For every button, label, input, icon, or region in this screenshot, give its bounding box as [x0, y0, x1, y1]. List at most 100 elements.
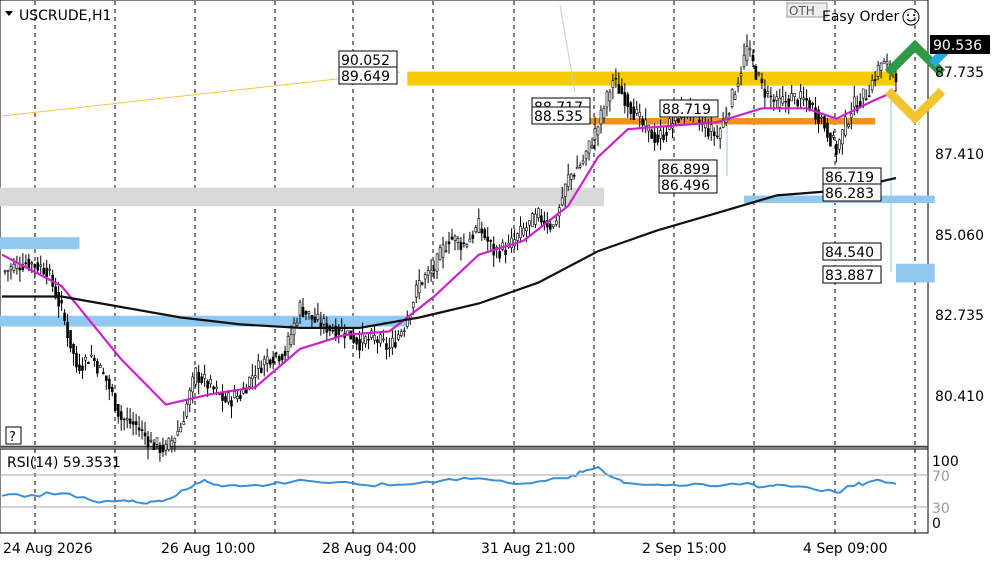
level-label-86899: 86.899	[658, 159, 718, 178]
candle-body	[221, 393, 224, 401]
level-value: 86.719	[825, 170, 874, 186]
candle-body	[355, 337, 358, 345]
candle-body	[388, 347, 391, 350]
candle-body	[718, 128, 722, 140]
candle-body	[143, 432, 147, 437]
candle-body	[563, 183, 567, 197]
rsi-tick: 0	[932, 516, 941, 532]
candle-body	[653, 132, 656, 143]
candle-body	[826, 122, 829, 138]
candle-body	[534, 213, 537, 225]
candle-body	[522, 227, 525, 236]
help-button[interactable]: ?	[5, 426, 22, 445]
candle-body	[620, 86, 624, 94]
candle-body	[367, 338, 370, 341]
candle-body	[128, 418, 132, 424]
level-value: 89.649	[341, 69, 390, 85]
candle-body	[864, 98, 868, 101]
candle-body	[751, 54, 755, 62]
level-label-84540: 84.540	[822, 242, 882, 261]
dropdown-triangle-icon[interactable]	[5, 11, 13, 16]
candle-body	[519, 226, 522, 239]
one-click-toolbar[interactable]: OTH	[786, 2, 828, 18]
candle-body	[134, 421, 138, 426]
candle-body	[835, 143, 838, 155]
candle-body	[256, 360, 260, 369]
candle-body	[397, 334, 400, 340]
symbol-menu[interactable]: USCRUDE,H1	[5, 8, 111, 24]
price-tick: 85.060	[935, 228, 984, 244]
candle-body	[119, 411, 123, 420]
rsi-indicator	[1, 465, 897, 505]
moving-average-line	[1, 89, 897, 406]
candle-body	[411, 302, 415, 308]
candle-body	[596, 126, 600, 136]
candle-body	[516, 233, 519, 241]
candle-body	[30, 262, 34, 265]
candle-body	[230, 400, 233, 407]
candle-body	[394, 342, 397, 348]
candle-body	[814, 107, 817, 120]
level-value: 86.496	[661, 178, 710, 194]
candle-body	[39, 264, 43, 267]
candle-body	[775, 96, 779, 101]
candle-body	[444, 250, 448, 252]
candle-body	[364, 336, 367, 345]
candle-body	[760, 78, 764, 83]
candle-body	[638, 112, 642, 117]
candle-body	[480, 228, 484, 234]
candle-body	[426, 270, 430, 276]
candle-body	[24, 262, 28, 265]
trendline-thin	[559, 4, 576, 93]
candle-body	[736, 83, 740, 87]
candle-body	[57, 292, 60, 307]
easy-order-button[interactable]: Easy Order	[822, 9, 899, 25]
candle-body	[662, 134, 665, 141]
candle-body	[438, 247, 442, 261]
candle-body	[817, 109, 820, 124]
moving-average-line	[2, 176, 897, 329]
candle-body	[712, 131, 716, 137]
level-label-90052: 90.052	[338, 50, 398, 69]
candle-body	[551, 224, 555, 227]
price-tick: 87.410	[935, 147, 984, 163]
candle-body	[486, 236, 490, 242]
candle-body	[84, 356, 87, 361]
price-axis: 87.735 87.410 85.060 82.735 80.410	[935, 65, 984, 405]
candle-body	[155, 437, 159, 445]
candle-body	[259, 367, 263, 373]
time-tick: 2 Sep 15:00	[642, 541, 727, 557]
candle-body	[823, 116, 826, 129]
candle-body	[161, 444, 165, 453]
candle-body	[60, 299, 63, 304]
candle-body	[873, 79, 877, 82]
candle-body	[852, 96, 856, 108]
level-label-88535: 88.535	[531, 106, 591, 125]
candle-body	[763, 88, 767, 98]
candle-body	[730, 89, 734, 107]
candle-body	[304, 310, 308, 315]
candle-body	[9, 266, 13, 271]
rsi-tick: 100	[932, 454, 959, 470]
candle-body	[537, 208, 540, 219]
candle-body	[316, 313, 320, 320]
candle-body	[423, 274, 427, 280]
candle-body	[248, 377, 251, 387]
candle-body	[164, 443, 168, 451]
candle-body	[307, 311, 311, 314]
rsi-pane-border	[0, 448, 929, 534]
candle-body	[197, 371, 200, 383]
level-value: 84.540	[825, 245, 874, 261]
candle-body	[894, 73, 898, 83]
candle-body	[635, 108, 639, 114]
candle-body	[721, 118, 725, 128]
candle-body	[188, 389, 192, 405]
candle-body	[772, 99, 776, 102]
candle-body	[420, 282, 424, 285]
candle-body	[63, 312, 66, 322]
candle-body	[626, 94, 630, 108]
candle-body	[313, 316, 317, 323]
candle-body	[453, 235, 457, 241]
price-zone	[586, 118, 876, 125]
